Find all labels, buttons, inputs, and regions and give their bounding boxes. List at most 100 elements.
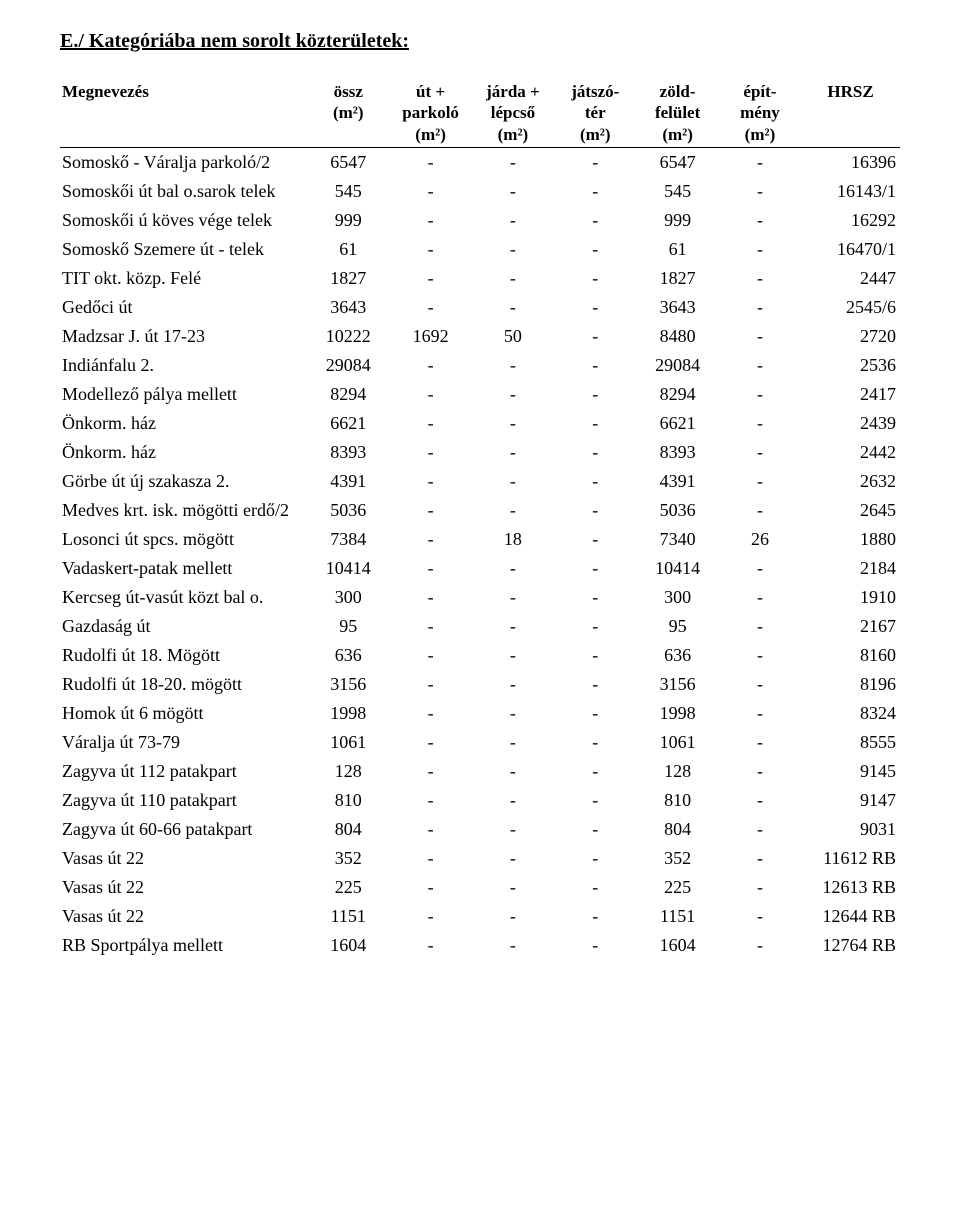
cell-hrsz: 11612 RB xyxy=(801,844,900,873)
cell-ut: - xyxy=(389,815,471,844)
cell-name: TIT okt. közp. Felé xyxy=(60,264,307,293)
cell-ossz: 3643 xyxy=(307,293,389,322)
cell-ut: - xyxy=(389,786,471,815)
cell-jatszo: - xyxy=(554,873,636,902)
cell-zold: 10414 xyxy=(636,554,718,583)
col-zold-l2: felület xyxy=(636,102,718,123)
cell-zold: 61 xyxy=(636,235,718,264)
cell-zold: 636 xyxy=(636,641,718,670)
cell-hrsz: 16396 xyxy=(801,147,900,177)
col-jarda-l3: (m²) xyxy=(472,124,554,145)
cell-name: Madzsar J. út 17-23 xyxy=(60,322,307,351)
cell-hrsz: 2447 xyxy=(801,264,900,293)
cell-hrsz: 1910 xyxy=(801,583,900,612)
cell-hrsz: 2439 xyxy=(801,409,900,438)
cell-ut: - xyxy=(389,380,471,409)
cell-jatszo: - xyxy=(554,612,636,641)
cell-zold: 3643 xyxy=(636,293,718,322)
cell-jarda: - xyxy=(472,873,554,902)
col-ossz-l1: össz xyxy=(307,81,389,102)
cell-jarda: - xyxy=(472,641,554,670)
cell-ut: - xyxy=(389,264,471,293)
cell-jarda: - xyxy=(472,147,554,177)
document-page: E./ Kategóriába nem sorolt közterületek:… xyxy=(0,0,960,1212)
cell-ut: 1692 xyxy=(389,322,471,351)
cell-name: Vadaskert-patak mellett xyxy=(60,554,307,583)
cell-ut: - xyxy=(389,525,471,554)
cell-jatszo: - xyxy=(554,583,636,612)
cell-name: Indiánfalu 2. xyxy=(60,351,307,380)
cell-jatszo: - xyxy=(554,380,636,409)
table-row: Görbe út új szakasza 2.4391---4391-2632 xyxy=(60,467,900,496)
table-body: Somoskő - Váralja parkoló/26547---6547-1… xyxy=(60,147,900,960)
cell-epit: - xyxy=(719,670,801,699)
cell-ut: - xyxy=(389,496,471,525)
col-epit-l2: mény xyxy=(719,102,801,123)
cell-jarda: - xyxy=(472,235,554,264)
cell-hrsz: 2184 xyxy=(801,554,900,583)
cell-epit: - xyxy=(719,177,801,206)
cell-name: Somoskő Szemere út - telek xyxy=(60,235,307,264)
table-row: Vasas út 22225---225-12613 RB xyxy=(60,873,900,902)
cell-ossz: 10414 xyxy=(307,554,389,583)
cell-jatszo: - xyxy=(554,467,636,496)
cell-ossz: 4391 xyxy=(307,467,389,496)
cell-name: Vasas út 22 xyxy=(60,902,307,931)
cell-ossz: 1061 xyxy=(307,728,389,757)
cell-name: Homok út 6 mögött xyxy=(60,699,307,728)
cell-jatszo: - xyxy=(554,902,636,931)
cell-epit: - xyxy=(719,235,801,264)
cell-hrsz: 2536 xyxy=(801,351,900,380)
cell-name: Önkorm. ház xyxy=(60,438,307,467)
table-row: Önkorm. ház6621---6621-2439 xyxy=(60,409,900,438)
col-name: Megnevezés xyxy=(60,81,307,145)
cell-hrsz: 2417 xyxy=(801,380,900,409)
cell-jarda: - xyxy=(472,699,554,728)
table-row: Önkorm. ház8393---8393-2442 xyxy=(60,438,900,467)
col-jarda-l1: járda + xyxy=(472,81,554,102)
cell-epit: - xyxy=(719,641,801,670)
cell-jatszo: - xyxy=(554,757,636,786)
cell-epit: - xyxy=(719,351,801,380)
table-row: Gedőci út3643---3643-2545/6 xyxy=(60,293,900,322)
cell-epit: - xyxy=(719,496,801,525)
cell-zold: 1061 xyxy=(636,728,718,757)
cell-epit: - xyxy=(719,844,801,873)
cell-jarda: - xyxy=(472,612,554,641)
cell-epit: - xyxy=(719,583,801,612)
cell-name: Medves krt. isk. mögötti erdő/2 xyxy=(60,496,307,525)
cell-zold: 804 xyxy=(636,815,718,844)
cell-ossz: 10222 xyxy=(307,322,389,351)
cell-jarda: - xyxy=(472,438,554,467)
cell-ut: - xyxy=(389,844,471,873)
cell-ossz: 6621 xyxy=(307,409,389,438)
cell-zold: 810 xyxy=(636,786,718,815)
cell-ossz: 95 xyxy=(307,612,389,641)
table-row: Vasas út 221151---1151-12644 RB xyxy=(60,902,900,931)
table-row: Homok út 6 mögött1998---1998-8324 xyxy=(60,699,900,728)
cell-jatszo: - xyxy=(554,670,636,699)
cell-name: Váralja út 73-79 xyxy=(60,728,307,757)
cell-zold: 95 xyxy=(636,612,718,641)
cell-hrsz: 2167 xyxy=(801,612,900,641)
cell-jatszo: - xyxy=(554,235,636,264)
cell-jarda: - xyxy=(472,177,554,206)
cell-name: Vasas út 22 xyxy=(60,873,307,902)
cell-hrsz: 2645 xyxy=(801,496,900,525)
cell-ut: - xyxy=(389,873,471,902)
cell-zold: 300 xyxy=(636,583,718,612)
cell-ut: - xyxy=(389,177,471,206)
table-row: Kercseg út-vasút közt bal o.300---300-19… xyxy=(60,583,900,612)
cell-name: Rudolfi út 18. Mögött xyxy=(60,641,307,670)
cell-zold: 1998 xyxy=(636,699,718,728)
cell-ut: - xyxy=(389,902,471,931)
cell-zold: 6621 xyxy=(636,409,718,438)
cell-hrsz: 12613 RB xyxy=(801,873,900,902)
cell-ut: - xyxy=(389,757,471,786)
col-ossz-l3 xyxy=(307,124,389,145)
cell-hrsz: 12764 RB xyxy=(801,931,900,960)
cell-hrsz: 9147 xyxy=(801,786,900,815)
cell-ossz: 61 xyxy=(307,235,389,264)
cell-ut: - xyxy=(389,931,471,960)
col-ut-l2: parkoló xyxy=(389,102,471,123)
